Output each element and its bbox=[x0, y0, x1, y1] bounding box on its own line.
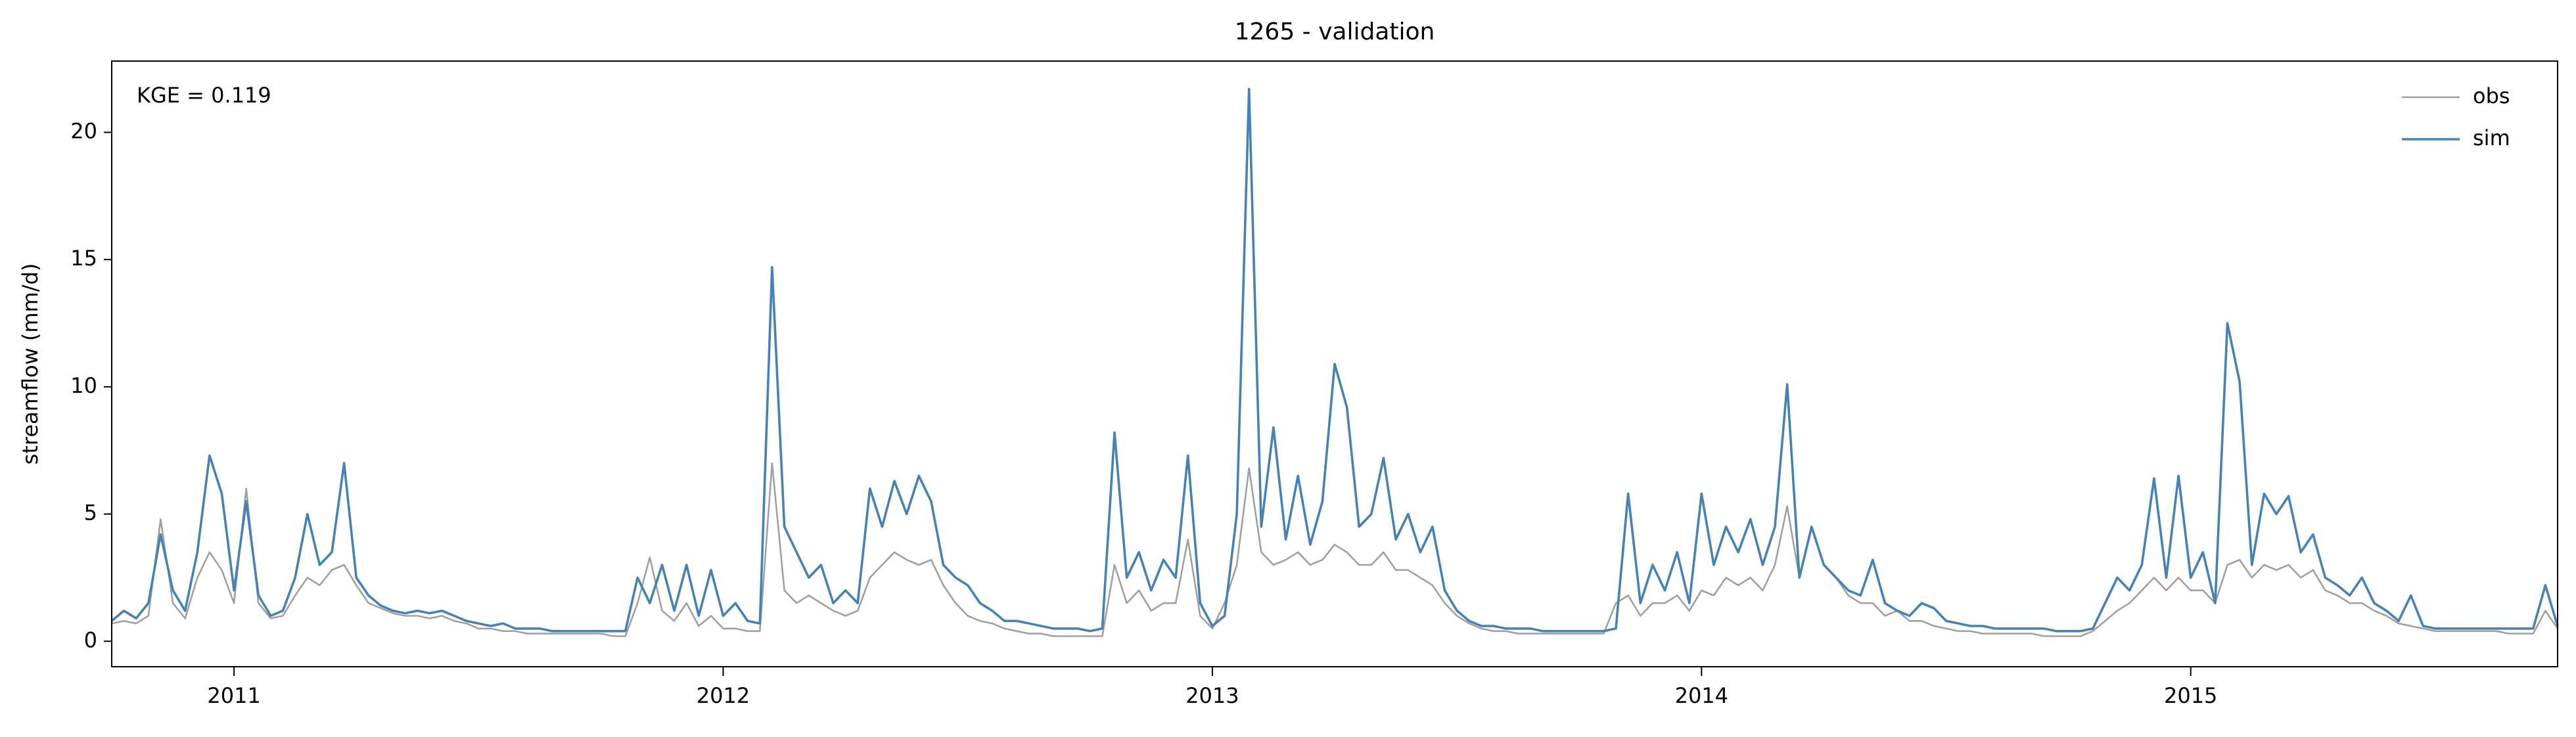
y-tick-label: 5 bbox=[84, 501, 97, 525]
chart-title: 1265 - validation bbox=[1235, 18, 1435, 45]
legend-label: obs bbox=[2473, 83, 2510, 108]
x-tick-label: 2013 bbox=[1185, 683, 1239, 708]
x-tick-label: 2012 bbox=[697, 683, 750, 708]
y-tick-label: 0 bbox=[84, 627, 97, 652]
y-tick-label: 15 bbox=[70, 246, 97, 271]
x-tick-label: 2011 bbox=[207, 683, 260, 708]
y-tick-label: 20 bbox=[70, 118, 97, 143]
y-axis-label: streamflow (mm/d) bbox=[18, 263, 43, 465]
x-tick-label: 2014 bbox=[1675, 683, 1728, 708]
x-tick-label: 2015 bbox=[2164, 683, 2217, 708]
y-tick-label: 10 bbox=[70, 373, 97, 398]
line-obs bbox=[111, 462, 2559, 637]
legend-label: sim bbox=[2473, 125, 2510, 150]
plot-frame bbox=[111, 60, 2558, 667]
line-sim bbox=[110, 87, 2559, 633]
annotation: KGE = 0.119 bbox=[137, 83, 271, 108]
